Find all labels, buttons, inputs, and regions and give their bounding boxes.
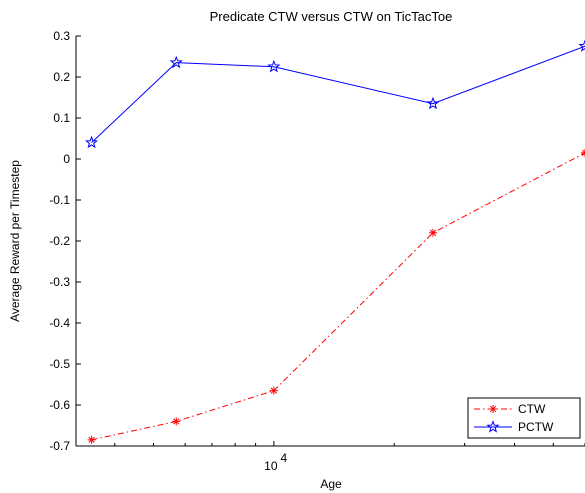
data-point-ctw [87,435,96,444]
data-point-ctw [172,417,181,426]
y-tick-label: -0.7 [49,439,70,453]
data-point-pctw [84,135,99,149]
series-group [84,39,585,444]
data-point-pctw [267,59,281,73]
chart-title: Predicate CTW versus CTW on TicTacToe [210,9,453,24]
y-tick-label: 0.2 [53,70,70,84]
y-tick-label: 0.1 [53,111,70,125]
x-axis-label: Age [320,477,342,491]
y-tick-label: 0 [63,152,70,166]
y-tick-label: -0.5 [49,357,70,371]
legend-label-ctw: CTW [518,402,546,416]
legend-marker-ctw [489,405,497,413]
x-tick-label: 10 [264,459,278,473]
legend-box [467,397,581,439]
series-line-ctw [91,152,585,441]
y-tick-label: -0.2 [49,234,70,248]
plot-area: 0.3 0.2 0.1 0 -0.1 -0.2 -0.3 -0.4 -0.5 -0.6 -0.7 10… [49,29,585,473]
y-axis-label: Average Reward per Timestep [8,160,22,322]
legend: CTW PCTW [467,397,581,439]
y-tick-label: 0.3 [53,29,70,43]
x-tick-label-exponent: 4 [281,451,288,465]
data-point-ctw [581,148,585,157]
data-point-pctw [169,55,183,69]
legend-marker-pctw [486,420,500,433]
y-tick-label: -0.6 [49,398,70,412]
data-point-pctw [426,96,440,110]
data-point-ctw [428,228,437,237]
data-point-ctw [269,386,278,395]
y-tick-label: -0.1 [49,193,70,207]
legend-label-pctw: PCTW [518,420,554,434]
series-line-pctw [91,45,585,143]
data-point-pctw [578,39,585,52]
y-tick-label: -0.4 [49,316,70,330]
y-tick-label: -0.3 [49,275,70,289]
